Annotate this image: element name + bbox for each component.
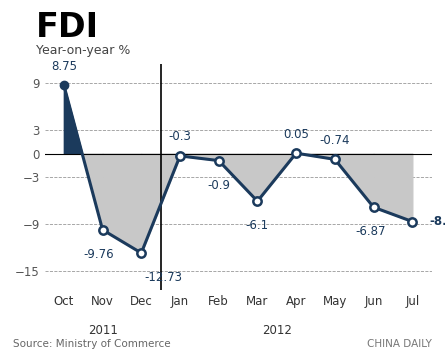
Text: -8.7: -8.7 [429,215,445,228]
Text: -0.3: -0.3 [169,130,191,143]
Text: 0.05: 0.05 [283,128,309,141]
Text: 2012: 2012 [262,324,292,337]
Text: -0.74: -0.74 [320,134,350,147]
Text: FDI: FDI [36,11,99,44]
Text: -6.1: -6.1 [246,219,269,232]
Text: Source: Ministry of Commerce: Source: Ministry of Commerce [13,339,171,349]
Text: CHINA DAILY: CHINA DAILY [367,339,432,349]
Text: -12.73: -12.73 [144,271,182,284]
Text: Year-on-year %: Year-on-year % [36,44,130,57]
Text: -0.9: -0.9 [207,179,230,192]
Text: -9.76: -9.76 [83,248,114,261]
Text: 8.75: 8.75 [51,60,77,73]
Text: 2011: 2011 [88,324,117,337]
Text: -6.87: -6.87 [356,225,386,238]
